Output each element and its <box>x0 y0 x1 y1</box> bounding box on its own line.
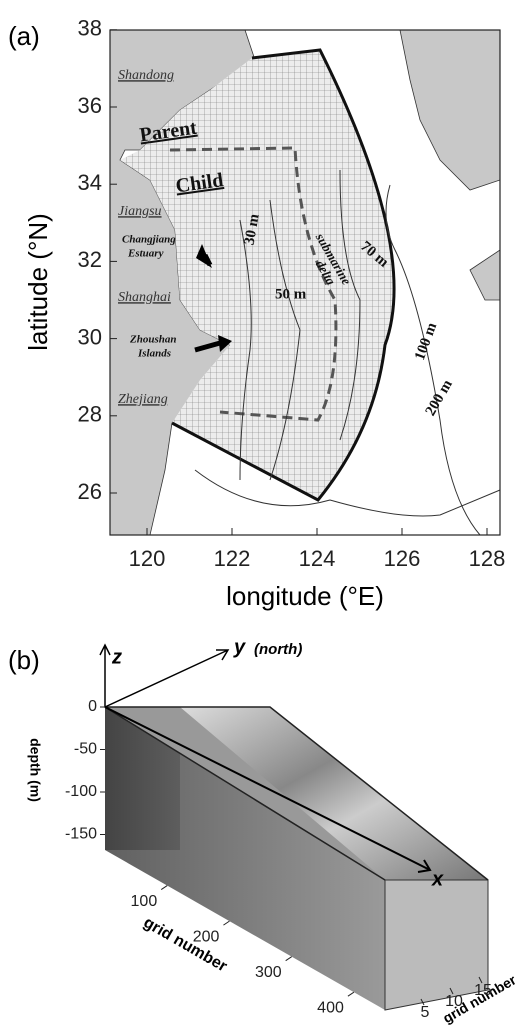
axis-name: x <box>431 868 444 890</box>
contour-label: 30 m <box>242 212 263 246</box>
map: Shandong Parent Child Jiangsu Changjiang… <box>109 29 501 536</box>
x-tick <box>347 991 355 997</box>
arrow <box>194 340 221 353</box>
place-label: Islands <box>137 348 171 360</box>
x-arrow <box>104 706 432 873</box>
place-label: Jiangsu <box>118 204 162 219</box>
y-tick-label: 28 <box>78 402 102 427</box>
end-face <box>384 879 489 1011</box>
slope-surface <box>180 707 488 880</box>
y-tick <box>449 987 454 995</box>
y-arrow <box>104 649 230 708</box>
z-tick-label: -100 <box>65 783 97 800</box>
contour <box>239 219 252 481</box>
z-tick-label: -150 <box>65 826 97 843</box>
y-tick-label: 32 <box>78 247 102 272</box>
y-tick <box>420 998 425 1006</box>
contour <box>194 469 501 517</box>
child-boundary <box>169 146 338 422</box>
x-axis-title: longitude (°E) <box>226 581 384 611</box>
y-axis-title: latitude (°N) <box>23 213 53 351</box>
axis-note: (north) <box>254 641 302 658</box>
x-tick-label: 100 <box>131 893 158 910</box>
contour-label: 50 m <box>275 286 307 302</box>
panel-label: (b) <box>8 645 40 675</box>
place-label: Zhoushan <box>129 334 176 346</box>
x-tick-label: 400 <box>317 999 344 1016</box>
x-tick <box>285 956 292 962</box>
x-tick-label: 120 <box>129 546 166 571</box>
contour <box>269 199 301 481</box>
y-tick-label: 36 <box>78 93 102 118</box>
y-tick-label: 5 <box>421 1004 430 1021</box>
x-tick-label: 122 <box>214 546 251 571</box>
front-face <box>105 707 385 1010</box>
x-tick-label: 128 <box>469 546 506 571</box>
panel-label: (a) <box>8 21 40 51</box>
y-tick-label: 26 <box>78 479 102 504</box>
place-label: Estuary <box>127 248 164 260</box>
place-label: Zhejiang <box>118 392 168 407</box>
y-tick-label: 15 <box>474 982 492 999</box>
z-arrow <box>99 643 111 707</box>
z-axis-title: depth (m) <box>27 738 43 802</box>
parent-grid <box>120 50 395 500</box>
x-tick-label: 126 <box>384 546 421 571</box>
y-tick-label: 10 <box>445 993 463 1010</box>
box-edge <box>104 706 489 881</box>
axis-b: 0 -50 -100 -150 100 200 300 400 5 10 15 <box>65 698 492 1021</box>
y-tick-label: 38 <box>78 16 102 41</box>
parent-boundary <box>171 48 396 502</box>
place-label: Changjiang <box>122 234 176 246</box>
axis-a: 120 122 124 126 128 26 28 30 32 34 36 38 <box>78 16 506 571</box>
arrow-head <box>196 244 212 268</box>
x-tick-label: 124 <box>299 546 336 571</box>
x-tick-label: 300 <box>255 964 282 981</box>
contour <box>385 184 481 536</box>
y-tick <box>478 976 483 984</box>
x-tick <box>223 920 230 926</box>
axis-name: y <box>233 636 246 658</box>
z-tick-label: -50 <box>74 741 97 758</box>
contour <box>339 169 361 441</box>
y-tick-label: 34 <box>78 170 102 195</box>
y-tick-label: 30 <box>78 324 102 349</box>
arrow-head <box>218 335 232 352</box>
place-label: Shanghai <box>118 290 171 305</box>
z-tick-label: 0 <box>88 698 97 715</box>
x-tick-label: 200 <box>193 928 220 945</box>
place-label: Shandong <box>118 68 174 83</box>
axis-name: z <box>111 646 122 668</box>
frame <box>109 29 501 536</box>
x-tick <box>160 885 168 890</box>
